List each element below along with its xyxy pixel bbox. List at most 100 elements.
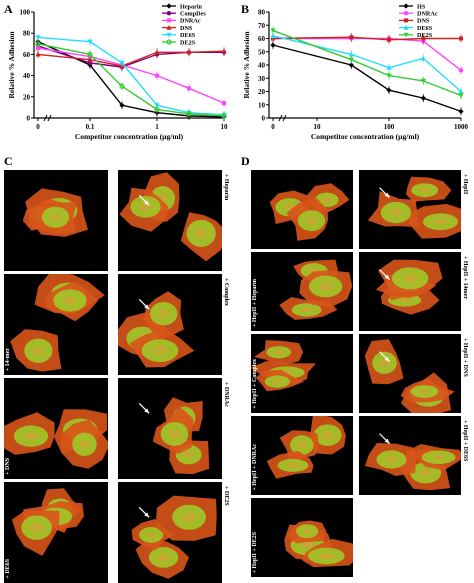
data-point (119, 60, 125, 66)
micrograph-d-9: + HepII + DE2S (251, 498, 353, 577)
cell-nucleus (274, 349, 284, 355)
legend-label: DE2S (417, 32, 433, 39)
data-point (87, 57, 93, 62)
data-point (35, 35, 41, 41)
legend-label: DE2S (180, 39, 196, 46)
cell-nucleus (195, 228, 207, 239)
data-point (348, 62, 354, 68)
panel-a: A 0 20 40 60 80 100 0 0.1 1 10 Competitor concentr… (0, 0, 237, 150)
cell-nucleus (385, 456, 397, 463)
data-point (386, 87, 392, 93)
legend-marker (166, 3, 172, 9)
cell-nucleus (63, 296, 77, 305)
data-point (221, 113, 227, 119)
tile-side-label: + Complex (223, 278, 229, 306)
legend-label: DNS (417, 18, 430, 25)
arrow-head (144, 408, 150, 414)
legend-marker (403, 11, 409, 16)
y-tick-label: 60 (258, 35, 266, 43)
cell-image (284, 520, 353, 568)
micrograph-d-3: + HepII + Heparin (251, 252, 353, 331)
tile-side-label: + DNRAc (223, 382, 229, 407)
legend-label: HS (417, 3, 426, 10)
cell-image (364, 433, 461, 491)
x-axis-title: Competitor concentration (µg/ml) (311, 132, 420, 141)
panel-d: D + HepII + HepII + Heparin + HepII + 14me… (237, 150, 474, 578)
data-point (119, 102, 125, 108)
series-hs (270, 41, 464, 116)
series-de2s (270, 26, 464, 100)
cell-nucleus (419, 187, 430, 193)
cell-nucleus (24, 432, 38, 441)
tile-side-label: + DE2S (223, 486, 229, 506)
micrograph-c-4 (118, 274, 222, 375)
data-point (186, 111, 192, 117)
x-tick-label: 0 (271, 123, 275, 131)
cell-nucleus (380, 358, 390, 367)
y-tick-label: 80 (23, 30, 31, 38)
series-line (37, 43, 225, 117)
axis-break-mark (47, 114, 52, 122)
panel-c: C + Heparin + 14-mer + Complex + DNS + DNRAc… (0, 150, 237, 583)
data-point (420, 95, 426, 101)
series-line (37, 50, 225, 67)
cell-nucleus (322, 431, 333, 440)
data-point (387, 37, 391, 42)
series-dns (35, 47, 227, 71)
series-heparin (35, 37, 227, 121)
tile-label: + HepII + Complex (252, 359, 258, 409)
legend-marker (166, 11, 172, 16)
data-point (458, 68, 464, 73)
data-point (421, 36, 426, 41)
data-point (87, 51, 93, 58)
cell-nucleus (153, 346, 167, 355)
data-point (155, 73, 159, 78)
cell-nucleus (398, 297, 411, 303)
data-point (458, 88, 464, 94)
cell-nucleus (301, 307, 313, 313)
axis-break-mark (282, 114, 287, 122)
x-tick-label: 1000 (454, 123, 469, 131)
micrograph-d-7: + HepII + DNRAc (251, 416, 353, 495)
axis-break-mark (43, 114, 48, 122)
micrograph-d-2 (359, 170, 461, 249)
data-point (35, 41, 41, 47)
series-line (37, 41, 225, 118)
legend-label: Heparin (180, 3, 203, 10)
cell-image (131, 495, 217, 579)
arrow-head (384, 274, 390, 280)
data-point (458, 93, 464, 99)
series-de6s (35, 33, 227, 119)
x-axis-title: Competitor concentration (µg/ml) (75, 132, 184, 141)
panel-b: B 0 10 20 30 40 50 60 70 80 0 10 100 1000 Competitor … (237, 0, 474, 150)
cell-image (118, 291, 195, 368)
legend-label: DE6S (417, 25, 433, 32)
data-point (221, 48, 227, 54)
cell-nucleus (33, 346, 44, 356)
cell-nucleus (297, 441, 307, 449)
legend-label: DNRAc (417, 11, 438, 18)
y-axis-title: Relative % Adhesion (242, 31, 251, 99)
micrograph-c-3: + 14-mer (4, 274, 108, 375)
data-point (154, 106, 160, 113)
y-tick-label: 0 (262, 115, 266, 123)
cell-image (251, 340, 317, 392)
y-tick-label: 20 (258, 88, 266, 96)
y-tick-label: 0 (27, 115, 31, 123)
cell-nucleus (182, 512, 196, 522)
legend-label: DNS (180, 25, 193, 32)
tile-side-label: + HepII (462, 174, 468, 195)
y-tick-label: 100 (20, 9, 31, 17)
data-point (420, 55, 426, 61)
y-tick-label: 50 (258, 48, 266, 56)
tile-label: + HepII + Heparin (252, 278, 258, 327)
micrograph-d-1 (251, 170, 353, 249)
series-line (272, 44, 462, 113)
cell-nucleus (301, 541, 314, 549)
cell-image (367, 176, 461, 239)
cell-image (138, 397, 210, 475)
tile-side-label: + HepII + 14mer (462, 256, 468, 299)
chart-b: 0 10 20 30 40 50 60 70 80 0 10 100 1000 Competitor co… (242, 3, 469, 141)
